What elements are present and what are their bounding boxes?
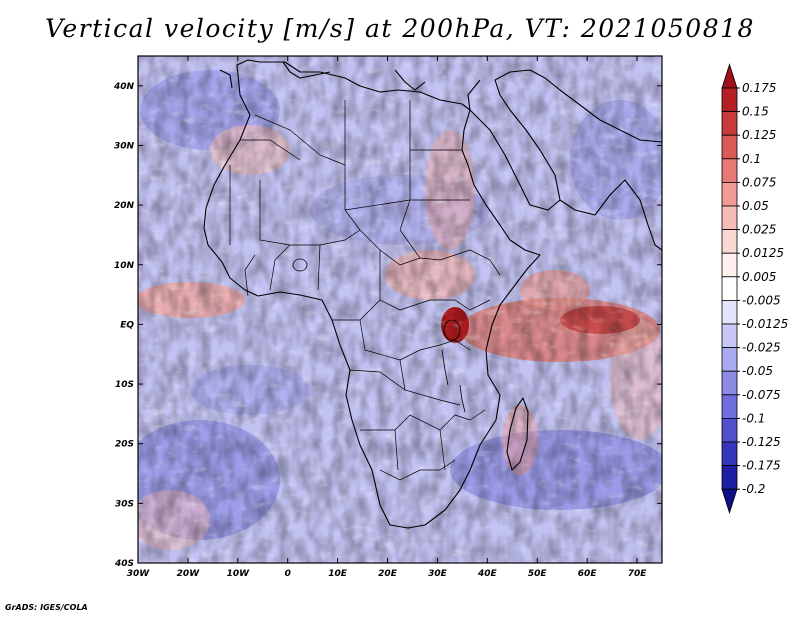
colorbar-label: -0.2 <box>742 482 765 496</box>
lon-tick-label: 50E <box>528 569 548 579</box>
colorbar-box <box>721 347 738 372</box>
colorbar-box <box>721 134 738 160</box>
lon-tick-label: 0 <box>285 569 291 579</box>
colorbar-label: -0.125 <box>742 435 781 449</box>
colorbar-box <box>721 299 738 325</box>
lon-tick-label: 10W <box>227 569 251 579</box>
lon-tick-label: 40E <box>477 569 498 579</box>
colorbar: 0.175 0.15 0.125 0.1 0.075 0.05 0.025 0.0125 0.0… <box>721 63 788 515</box>
lon-tick-label: 30W <box>127 569 151 579</box>
colorbar-label: 0.005 <box>742 270 776 284</box>
colorbar-label: -0.005 <box>742 293 781 307</box>
lakes <box>292 258 466 413</box>
colorbar-label: 0.175 <box>742 81 776 95</box>
map-frame <box>137 55 663 564</box>
colorbar-box <box>721 488 738 515</box>
lon-tick-label: 30E <box>428 569 448 579</box>
lat-tick-label: 10S <box>115 380 134 390</box>
colorbar-label: -0.075 <box>742 388 781 402</box>
colorbar-box <box>721 394 738 419</box>
colorbar-box <box>721 181 738 207</box>
colorbar-box <box>721 229 738 254</box>
lat-tick-label: 20S <box>115 440 134 450</box>
lon-tick-label: 20E <box>378 569 398 579</box>
colorbar-label: -0.1 <box>742 411 765 425</box>
credit-text: GrADS: IGES/COLA <box>5 603 88 612</box>
lat-tick-label: 30N <box>114 141 135 151</box>
lat-tick-label: 20N <box>114 201 135 211</box>
colorbar-label: 0.1 <box>742 152 761 166</box>
colorbar-label: -0.175 <box>742 459 781 473</box>
colorbar-box <box>721 63 738 89</box>
colorbar-label: -0.025 <box>742 341 781 355</box>
colorbar-box <box>721 465 738 490</box>
colorbar-box <box>721 323 738 349</box>
colorbar-box <box>721 158 738 183</box>
country-borders <box>229 100 501 481</box>
colorbar-label: 0.05 <box>742 199 769 213</box>
lat-tick-label: 40S <box>114 559 134 569</box>
colorbar-box <box>721 417 738 443</box>
lon-tick-label: 60E <box>578 569 598 579</box>
colorbar-label: 0.15 <box>742 105 769 119</box>
page-title: Vertical velocity [m/s] at 200hPa, VT: 2… <box>45 14 755 43</box>
axis-ticks <box>137 56 662 564</box>
lon-tick-label: 10E <box>328 569 348 579</box>
colorbar-label: -0.0125 <box>742 317 788 331</box>
lat-tick-label: EQ <box>120 320 134 330</box>
colorbar-label: -0.05 <box>742 364 773 378</box>
colorbar-box <box>721 87 738 113</box>
longitude-labels: 30W 20W 10W 0 10E 20E 30E 40E 50E 60E 70E <box>127 569 647 579</box>
coastlines <box>203 59 662 529</box>
colorbar-label: 0.075 <box>742 175 776 189</box>
vertical-velocity-field <box>138 56 662 563</box>
colorbar-label: 0.0125 <box>742 246 784 260</box>
lat-tick-label: 30S <box>115 499 134 509</box>
lon-tick-label: 70E <box>628 569 648 579</box>
colorbar-label: 0.025 <box>742 223 776 237</box>
colorbar-box <box>721 276 738 301</box>
colorbar-box <box>721 441 738 467</box>
colorbar-box <box>721 370 738 396</box>
colorbar-box <box>721 111 738 136</box>
latitude-labels: 40N 30N 20N 10N EQ 10S 20S 30S 40S <box>113 82 135 569</box>
colorbar-box <box>721 205 738 231</box>
lat-tick-label: 40N <box>113 82 135 92</box>
colorbar-label: 0.125 <box>742 128 776 142</box>
lon-tick-label: 20W <box>177 569 201 579</box>
lat-tick-label: 10N <box>114 261 135 271</box>
colorbar-box <box>721 252 738 278</box>
